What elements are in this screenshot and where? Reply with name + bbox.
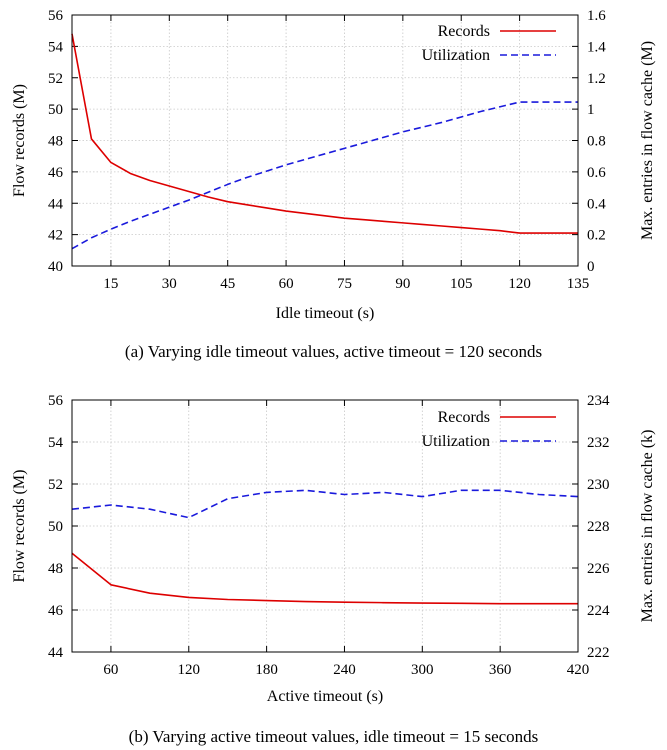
- x-tick-label: 60: [103, 662, 118, 678]
- y-tick-label: 56: [48, 8, 64, 24]
- x-tick-label: 75: [337, 276, 352, 292]
- x-tick-label: 180: [255, 662, 278, 678]
- x-tick-label: 45: [220, 276, 235, 292]
- x-tick-label: 30: [162, 276, 177, 292]
- y2-tick-label: 1.2: [587, 71, 606, 87]
- y-tick-label: 40: [48, 259, 63, 275]
- x-tick-label: 360: [489, 662, 512, 678]
- legend-label-utilization: Utilization: [422, 433, 490, 450]
- y-tick-label: 54: [48, 39, 64, 55]
- caption-a: (a) Varying idle timeout values, active …: [124, 342, 543, 361]
- plot-frame: [71, 14, 579, 267]
- y2-tick-label: 0.6: [587, 165, 606, 181]
- y-axis-label: Flow records (M): [11, 470, 28, 583]
- chart-1: 15 30 45 60 75 90 105 120 135 40 42 44 46 48 50 52 54 56 0…: [11, 8, 656, 322]
- y2-tick-label: 232: [587, 435, 610, 451]
- series-line-records: [71, 33, 578, 234]
- y-tick-label: 48: [48, 561, 63, 577]
- plot-frame: [71, 399, 579, 653]
- y2-tick-label: 230: [587, 477, 610, 493]
- series-line-utilization: [71, 489, 579, 519]
- y2-tick-label: 228: [587, 519, 610, 535]
- y2-tick-label: 226: [587, 561, 610, 577]
- x-tick-label: 105: [450, 276, 473, 292]
- y2-tick-label: 234: [587, 393, 610, 409]
- legend-label-records: Records: [438, 409, 490, 426]
- x-tick-label: 60: [279, 276, 294, 292]
- y-tick-label: 46: [48, 165, 64, 181]
- y-tick-label: 44: [48, 645, 64, 661]
- y2-tick-label: 0: [587, 259, 595, 275]
- y-tick-label: 52: [48, 71, 63, 87]
- y-tick-label: 52: [48, 477, 63, 493]
- x-tick-label: 240: [333, 662, 356, 678]
- x-axis-label: Active timeout (s): [267, 688, 383, 705]
- y-tick-label: 48: [48, 134, 63, 150]
- y-tick-label: 44: [48, 196, 64, 212]
- y2-tick-label: 0.4: [587, 196, 606, 212]
- y-tick-label: 50: [48, 102, 63, 118]
- y2-axis-label: Max. entries in flow cache (k): [639, 430, 656, 623]
- series-line-records: [71, 552, 578, 605]
- x-tick-label: 135: [567, 276, 590, 292]
- x-tick-label: 15: [103, 276, 118, 292]
- caption-b: (b) Varying active timeout values, idle …: [128, 727, 539, 746]
- legend-label-utilization: Utilization: [422, 47, 490, 64]
- y-axis-label: Flow records (M): [11, 84, 28, 197]
- series-line-utilization: [71, 101, 578, 250]
- y2-tick-label: 1.6: [587, 8, 606, 24]
- y2-tick-label: 1.4: [587, 39, 606, 55]
- x-tick-label: 120: [178, 662, 201, 678]
- y2-tick-label: 0.2: [587, 228, 606, 244]
- chart-2: 60 120 180 240 300 360 420 44 46 48 50 52 54 56 222 224…: [11, 393, 656, 705]
- y-tick-label: 56: [48, 393, 64, 409]
- y2-tick-label: 0.8: [587, 134, 606, 150]
- y2-tick-label: 1: [587, 102, 595, 118]
- x-axis-label: Idle timeout (s): [276, 305, 375, 322]
- y2-axis-label: Max. entries in flow cache (M): [639, 41, 656, 240]
- x-tick-label: 420: [567, 662, 590, 678]
- legend-label-records: Records: [438, 23, 490, 40]
- y2-tick-label: 224: [587, 603, 610, 619]
- y-tick-label: 50: [48, 519, 63, 535]
- y-tick-label: 42: [48, 228, 63, 244]
- y2-tick-label: 222: [587, 645, 610, 661]
- y-tick-label: 54: [48, 435, 64, 451]
- x-tick-label: 90: [395, 276, 410, 292]
- y-tick-label: 46: [48, 603, 64, 619]
- x-tick-label: 300: [411, 662, 434, 678]
- x-tick-label: 120: [508, 276, 531, 292]
